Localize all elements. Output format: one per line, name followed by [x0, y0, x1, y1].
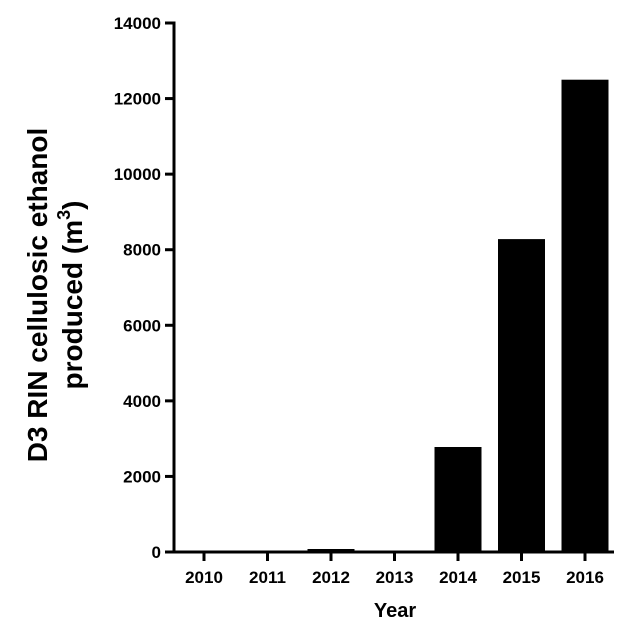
x-tick-label-2012: 2012 — [312, 568, 350, 587]
y-tick-label-8000: 8000 — [123, 241, 161, 260]
plot-area: 0 2000 4000 6000 8000 10000 12000 14000 2010 2011… — [114, 14, 614, 587]
y-axis-title-line1: D3 RIN cellulosic ethanol — [22, 128, 53, 463]
y-tick-label-14000: 14000 — [114, 14, 161, 33]
y-tick-label-0: 0 — [152, 543, 161, 562]
y-axis-title-line2-prefix: produced (m — [57, 220, 88, 390]
y-axis-title-line2: produced (m3) — [54, 201, 88, 390]
y-axis-title: D3 RIN cellulosic ethanol — [22, 128, 53, 463]
x-tick-label-2011: 2011 — [249, 568, 286, 587]
y-tick-label-12000: 12000 — [114, 90, 161, 109]
x-tick-label-2010: 2010 — [185, 568, 223, 587]
y-axis-title-superscript: 3 — [54, 210, 74, 220]
bar-2016 — [562, 80, 609, 552]
y-axis-title-line2-suffix: ) — [57, 201, 88, 210]
y-tick-label-6000: 6000 — [123, 316, 161, 335]
y-tick-label-2000: 2000 — [123, 467, 161, 486]
bar-2015 — [498, 239, 545, 552]
x-axis-title: Year — [374, 600, 416, 619]
x-tick-label-2013: 2013 — [376, 568, 414, 587]
x-tick-label-2016: 2016 — [566, 568, 604, 587]
x-tick-label-2014: 2014 — [439, 568, 477, 587]
y-tick-label-4000: 4000 — [123, 392, 161, 411]
bar-2014 — [435, 447, 482, 552]
y-tick-label-10000: 10000 — [114, 165, 161, 184]
x-tick-label-2015: 2015 — [503, 568, 541, 587]
